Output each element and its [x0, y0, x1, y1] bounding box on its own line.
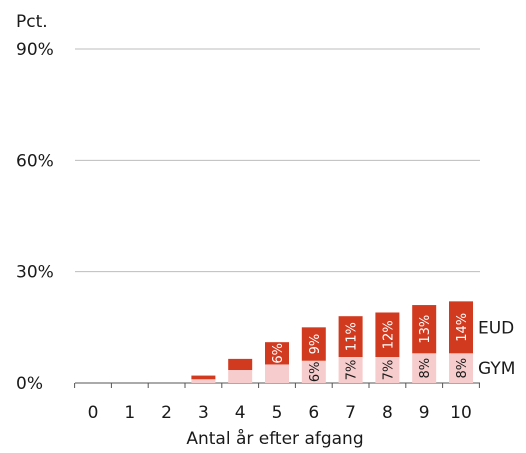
bar-eud [228, 358, 253, 371]
bar-gym [301, 360, 326, 383]
bar-eud [375, 312, 400, 358]
x-tick-label: 8 [382, 403, 393, 423]
bar-gym [449, 353, 473, 383]
bar-eud [265, 342, 289, 365]
x-tick-label: 0 [88, 403, 99, 423]
bar-gym [375, 357, 400, 383]
data-label-gym: 7% [345, 360, 360, 381]
x-tick-label: 10 [450, 403, 472, 423]
data-label-gym: 6% [308, 362, 323, 383]
x-tick-labels: 0 1 2 3 4 5 6 7 8 9 10 [88, 403, 472, 423]
bar-eud [191, 375, 216, 380]
x-tick-label: 1 [124, 403, 135, 423]
bar-eud [449, 301, 473, 354]
bar-gym [228, 370, 253, 383]
data-label-gym: 8% [455, 358, 470, 379]
y-tick-labels: 0% 30% 60% 90% [16, 40, 54, 394]
data-label-eud: 13% [418, 315, 433, 344]
bars: 6% 6% 9% 7% 11% 7% 12% 8% 13% 8% 14% [191, 301, 473, 383]
bar-gym [265, 364, 289, 383]
data-label-gym: 7% [381, 360, 396, 381]
data-label-eud: 9% [308, 334, 323, 355]
bar-gym [338, 357, 363, 383]
data-label-eud: 11% [345, 322, 360, 351]
x-tick-label: 9 [419, 403, 430, 423]
bar-gym [191, 379, 216, 383]
bar-eud [301, 327, 326, 361]
bar-gym [412, 353, 437, 383]
x-tick-label: 4 [235, 403, 246, 423]
series-label-gym: GYM [478, 359, 515, 379]
x-tick-label: 3 [198, 403, 209, 423]
x-tick-label: 7 [345, 403, 356, 423]
x-tick-label: 6 [308, 403, 319, 423]
x-tick-label: 5 [272, 403, 283, 423]
data-label-eud: 6% [271, 343, 286, 364]
y-tick-label: 60% [16, 151, 54, 171]
x-axis-title: Antal år efter afgang [186, 428, 363, 448]
y-tick-label: 0% [16, 374, 43, 394]
data-label-eud: 12% [381, 320, 396, 349]
y-tick-label: 90% [16, 40, 54, 60]
bar-eud [412, 305, 437, 354]
data-label-gym: 8% [418, 358, 433, 379]
data-label-eud: 14% [455, 313, 470, 342]
series-label-eud: EUD [478, 318, 514, 338]
y-unit-label: Pct. [16, 12, 48, 32]
x-tick-label: 2 [161, 403, 172, 423]
y-tick-label: 30% [16, 263, 54, 283]
series-labels: EUD GYM [478, 318, 515, 379]
bar-eud [338, 316, 363, 358]
